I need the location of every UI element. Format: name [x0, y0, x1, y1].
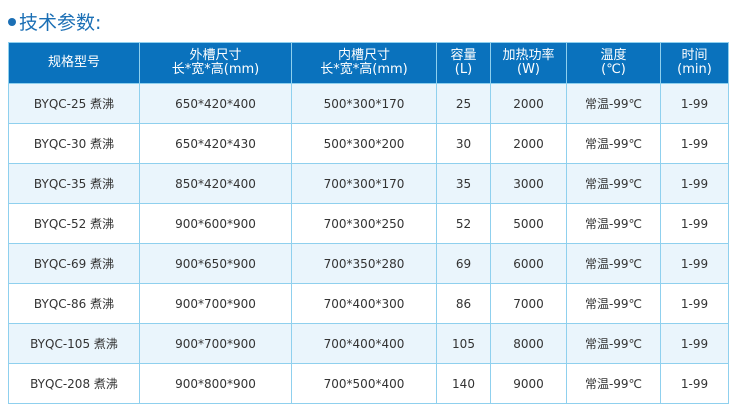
- cell-time: 1-99: [660, 283, 729, 324]
- cell-capacity: 25: [436, 83, 491, 124]
- cell-time: 1-99: [660, 363, 729, 404]
- column-header: 内槽尺寸 长*宽*高(mm): [291, 42, 437, 84]
- cell-inner-size: 700*400*400: [291, 323, 437, 364]
- header-unit: 长*宽*高(mm): [171, 62, 260, 77]
- table-row: BYQC-86 煮沸 900*700*900 700*400*300 86 7000 常温…: [8, 283, 729, 324]
- header-label: 时间: [681, 48, 708, 63]
- column-header: 规格型号: [8, 42, 140, 84]
- header-unit: 长*宽*高(mm): [320, 62, 408, 77]
- cell-time: 1-99: [660, 163, 729, 204]
- section-title: 技术参数:: [8, 8, 101, 35]
- cell-outer-size: 900*600*900: [139, 203, 292, 244]
- cell-capacity: 86: [436, 283, 491, 324]
- cell-inner-size: 700*500*400: [291, 363, 437, 404]
- spec-table: 规格型号 外槽尺寸 长*宽*高(mm) 内槽尺寸 长*宽*高(mm) 容量 (L) 加热功率(…: [8, 42, 729, 404]
- header-unit: (W): [517, 62, 540, 77]
- cell-capacity: 69: [436, 243, 491, 284]
- cell-model: BYQC-30 煮沸: [8, 123, 140, 164]
- cell-temperature: 常温-99℃: [566, 363, 661, 404]
- column-header: 温度 (℃): [566, 42, 661, 84]
- cell-outer-size: 850*420*400: [139, 163, 292, 204]
- table-row: BYQC-35 煮沸 850*420*400 700*300*170 35 3000 常温…: [8, 163, 729, 204]
- cell-time: 1-99: [660, 203, 729, 244]
- section-title-text: 技术参数:: [19, 12, 102, 34]
- header-label: 容量: [450, 48, 477, 63]
- cell-model: BYQC-208 煮沸: [8, 363, 140, 404]
- cell-inner-size: 700*300*250: [291, 203, 437, 244]
- cell-capacity: 105: [436, 323, 491, 364]
- cell-temperature: 常温-99℃: [566, 283, 661, 324]
- cell-outer-size: 650*420*430: [139, 123, 292, 164]
- header-unit: (min): [677, 62, 712, 77]
- cell-temperature: 常温-99℃: [566, 323, 661, 364]
- cell-time: 1-99: [660, 323, 729, 364]
- cell-model: BYQC-86 煮沸: [8, 283, 140, 324]
- cell-time: 1-99: [660, 83, 729, 124]
- cell-temperature: 常温-99℃: [566, 203, 661, 244]
- cell-power: 5000: [490, 203, 567, 244]
- cell-model: BYQC-69 煮沸: [8, 243, 140, 284]
- cell-power: 2000: [490, 83, 567, 124]
- cell-outer-size: 650*420*400: [139, 83, 292, 124]
- cell-power: 8000: [490, 323, 567, 364]
- cell-power: 7000: [490, 283, 567, 324]
- column-header: 外槽尺寸 长*宽*高(mm): [139, 42, 292, 84]
- cell-model: BYQC-35 煮沸: [8, 163, 140, 204]
- header-unit: (L): [454, 62, 473, 77]
- cell-outer-size: 900*800*900: [139, 363, 292, 404]
- cell-temperature: 常温-99℃: [566, 123, 661, 164]
- cell-outer-size: 900*700*900: [139, 323, 292, 364]
- header-label: 外槽尺寸: [189, 48, 242, 63]
- header-label: 内槽尺寸: [337, 48, 390, 63]
- table-row: BYQC-208 煮沸 900*800*900 700*500*400 140 9000…: [8, 363, 729, 404]
- cell-capacity: 30: [436, 123, 491, 164]
- table-row: BYQC-105 煮沸 900*700*900 700*400*400 105 8000…: [8, 323, 729, 364]
- header-label: 加热功率: [502, 48, 555, 63]
- cell-power: 3000: [490, 163, 567, 204]
- cell-inner-size: 500*300*170: [291, 83, 437, 124]
- cell-temperature: 常温-99℃: [566, 83, 661, 124]
- cell-capacity: 35: [436, 163, 491, 204]
- cell-power: 2000: [490, 123, 567, 164]
- cell-power: 6000: [490, 243, 567, 284]
- cell-model: BYQC-52 煮沸: [8, 203, 140, 244]
- cell-temperature: 常温-99℃: [566, 163, 661, 204]
- column-header: 时间 (min): [660, 42, 729, 84]
- table-row: BYQC-25 煮沸 650*420*400 500*300*170 25 2000 常温…: [8, 83, 729, 124]
- cell-time: 1-99: [660, 243, 729, 284]
- cell-model: BYQC-25 煮沸: [8, 83, 140, 124]
- header-row: 规格型号 外槽尺寸 长*宽*高(mm) 内槽尺寸 长*宽*高(mm) 容量 (L) 加热功率(…: [8, 42, 729, 84]
- cell-power: 9000: [490, 363, 567, 404]
- cell-temperature: 常温-99℃: [566, 243, 661, 284]
- cell-outer-size: 900*650*900: [139, 243, 292, 284]
- cell-time: 1-99: [660, 123, 729, 164]
- bullet-icon: [8, 17, 16, 26]
- table-row: BYQC-69 煮沸 900*650*900 700*350*280 69 6000 常温…: [8, 243, 729, 284]
- cell-inner-size: 500*300*200: [291, 123, 437, 164]
- cell-inner-size: 700*300*170: [291, 163, 437, 204]
- column-header: 容量 (L): [436, 42, 491, 84]
- table-row: BYQC-52 煮沸 900*600*900 700*300*250 52 5000 常温…: [8, 203, 729, 244]
- cell-capacity: 140: [436, 363, 491, 404]
- cell-inner-size: 700*400*300: [291, 283, 437, 324]
- cell-outer-size: 900*700*900: [139, 283, 292, 324]
- header-label: 规格型号: [47, 55, 100, 70]
- cell-inner-size: 700*350*280: [291, 243, 437, 284]
- header-label: 温度: [600, 48, 627, 63]
- column-header: 加热功率 (W): [490, 42, 567, 84]
- cell-model: BYQC-105 煮沸: [8, 323, 140, 364]
- header-unit: (℃): [601, 62, 626, 77]
- cell-capacity: 52: [436, 203, 491, 244]
- table-row: BYQC-30 煮沸 650*420*430 500*300*200 30 2000 常温…: [8, 123, 729, 164]
